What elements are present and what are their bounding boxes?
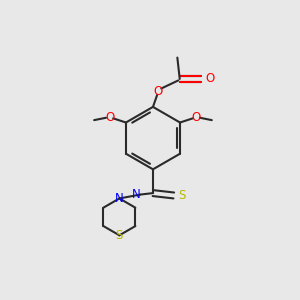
Text: S: S [115, 230, 122, 242]
Text: O: O [105, 111, 114, 124]
Text: N: N [115, 192, 124, 205]
Text: O: O [154, 85, 163, 98]
Text: O: O [206, 73, 215, 85]
Text: N: N [132, 188, 141, 201]
Text: O: O [192, 111, 201, 124]
Text: S: S [178, 189, 186, 202]
